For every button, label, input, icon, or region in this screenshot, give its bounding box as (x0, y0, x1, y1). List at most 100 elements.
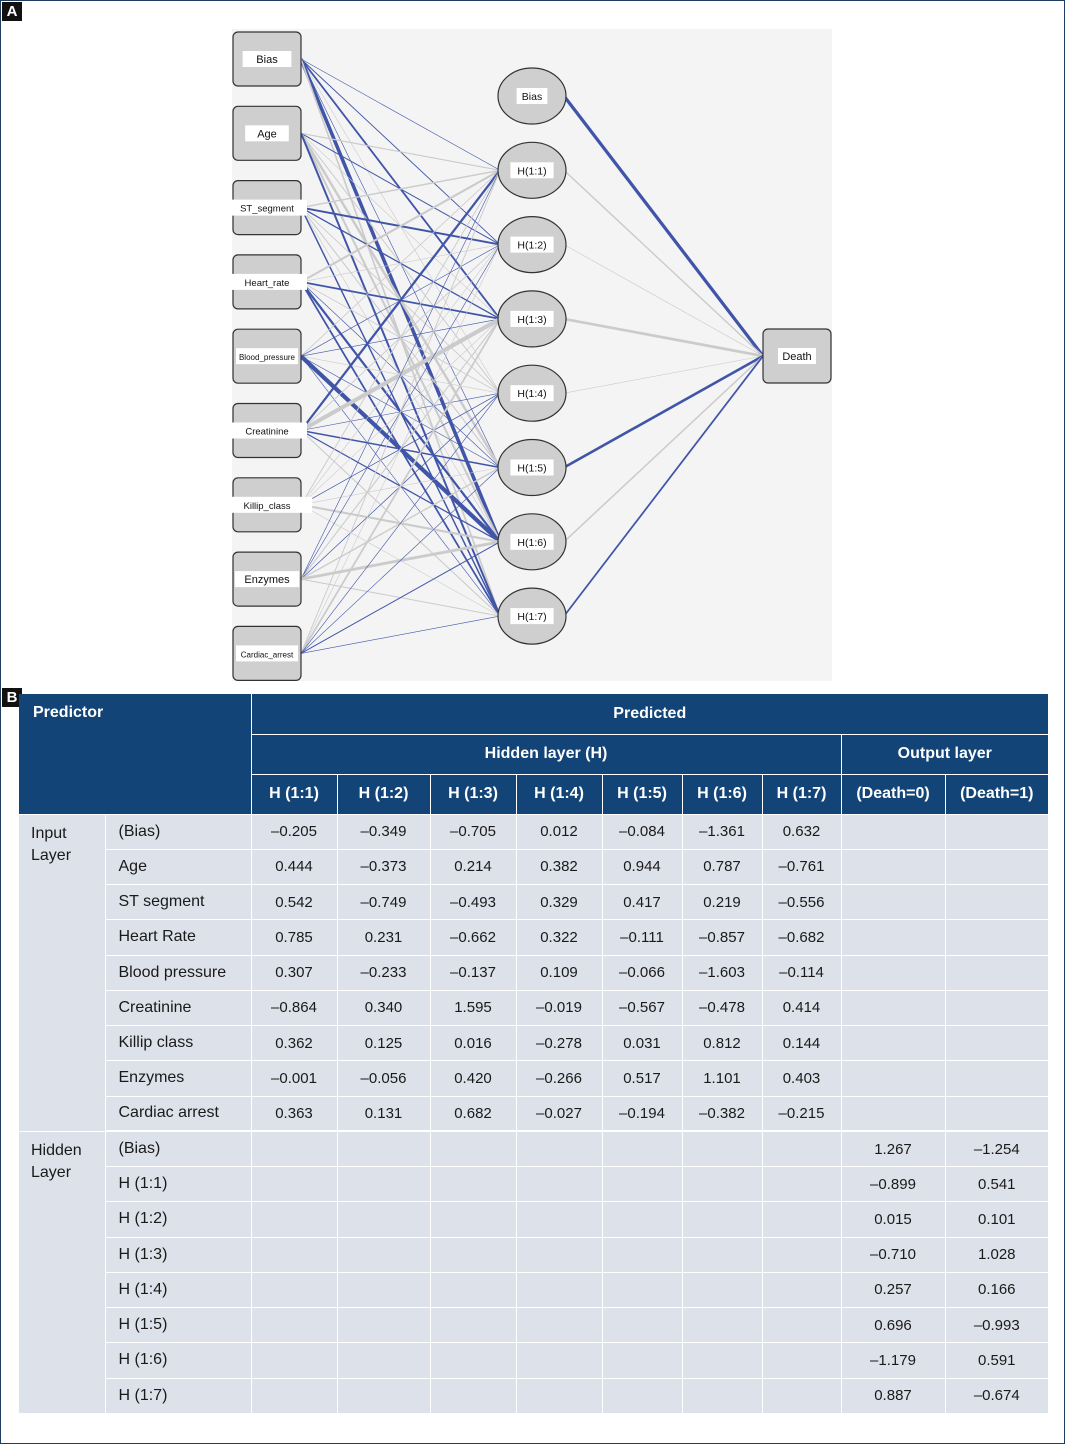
weight-cell: 0.166 (944, 1272, 1049, 1309)
row-label: ST segment (104, 884, 251, 921)
column-header: H (1:2) (336, 774, 430, 815)
input-node-label-bg (227, 199, 307, 216)
table-row: H (1:2) 0.015 0.101 (19, 1201, 1049, 1238)
hidden-node-label: H(1:3) (517, 314, 546, 326)
input-hidden-edge (300, 170, 501, 506)
weight-cell: –0.084 (601, 814, 682, 850)
column-header: H (1:6) (681, 774, 762, 815)
weight-cell: 0.322 (515, 919, 602, 956)
weight-cell (761, 1201, 841, 1238)
weight-cell (761, 1272, 841, 1309)
predicted-header: Predicted (250, 694, 1049, 735)
weight-cell (681, 1342, 762, 1379)
weight-cell (336, 1131, 430, 1168)
table-row: Creatinine –0.864 0.340 1.595 –0.019 –0.567 –0… (19, 990, 1049, 1027)
weight-cell (515, 1166, 602, 1203)
weight-cell (840, 955, 945, 991)
weight-cell (761, 1237, 841, 1273)
weight-cell: –1.361 (681, 814, 762, 850)
weight-cell: 0.109 (515, 955, 602, 991)
input-node-label: Age (257, 128, 277, 140)
weight-cell: –0.001 (250, 1060, 337, 1097)
column-header: H (1:3) (429, 774, 516, 815)
input-node-label-bg (221, 496, 313, 513)
weight-cell (761, 1378, 841, 1414)
row-label: Creatinine (104, 990, 251, 1027)
output-layer-header: Output layer (840, 734, 1049, 775)
weight-cell: –0.857 (681, 919, 762, 956)
input-hidden-edge (300, 58, 501, 171)
weight-cell (761, 1166, 841, 1203)
weight-cell (944, 955, 1049, 991)
weight-cell (840, 1025, 945, 1062)
weight-cell: 0.016 (429, 1025, 516, 1062)
weight-cell: –0.864 (250, 990, 337, 1027)
input-hidden-edge (300, 170, 501, 580)
weight-cell: –0.205 (250, 814, 337, 850)
weight-cell: 0.591 (944, 1342, 1049, 1379)
row-label: H (1:5) (104, 1307, 251, 1344)
input-node-label: Cardiac_arrest (241, 650, 294, 659)
weight-cell (250, 1272, 337, 1309)
weight-cell: 0.125 (336, 1025, 430, 1062)
output-node-label: Death (782, 351, 811, 363)
weight-cell (840, 849, 945, 886)
weight-cell (601, 1166, 682, 1203)
column-header: H (1:5) (601, 774, 682, 815)
input-hidden-edge (300, 170, 501, 654)
weight-cell: 0.632 (761, 814, 841, 850)
weight-cell: –0.373 (336, 849, 430, 886)
table-row: Heart Rate 0.785 0.231 –0.662 0.322 –0.111 –0.… (19, 919, 1049, 956)
input-hidden-edge (300, 169, 501, 209)
weight-cell: 0.787 (681, 849, 762, 886)
table-row: Enzymes –0.001 –0.056 0.420 –0.266 0.517 1.101… (19, 1060, 1049, 1097)
table-row: H (1:1) –0.899 0.541 (19, 1166, 1049, 1203)
input-hidden-edge (300, 132, 501, 171)
hidden-output-edge (563, 355, 764, 394)
weight-cell (840, 990, 945, 1027)
output-node-label-bg (778, 348, 816, 364)
weight-cell: –0.114 (761, 955, 841, 991)
weight-cell: 0.144 (761, 1025, 841, 1062)
weight-cell: 0.382 (515, 849, 602, 886)
weight-cell: 0.257 (840, 1272, 945, 1309)
weight-cell (429, 1272, 516, 1309)
weight-cell (601, 1307, 682, 1344)
column-header: H (1:4) (515, 774, 602, 815)
table-row: H (1:7) 0.887 –0.674 (19, 1378, 1049, 1414)
weight-cell (761, 1342, 841, 1379)
weight-cell: 1.595 (429, 990, 516, 1027)
weight-cell (944, 990, 1049, 1027)
weight-cell (601, 1342, 682, 1379)
hidden-output-edge (562, 95, 765, 357)
panel-a-label: A (2, 2, 22, 21)
table-row: H (1:3) –0.710 1.028 (19, 1237, 1049, 1273)
predictor-header: Predictor (19, 694, 251, 815)
hidden-output-edge (563, 355, 764, 543)
layer-group-label: Input Layer (19, 814, 105, 1132)
weight-cell: –0.993 (944, 1307, 1049, 1344)
row-label: Cardiac arrest (104, 1096, 251, 1133)
weight-cell: –0.682 (761, 919, 841, 956)
weight-cell: 1.028 (944, 1237, 1049, 1273)
weight-cell (515, 1201, 602, 1238)
weight-cell (601, 1131, 682, 1168)
weight-cell: 0.015 (840, 1201, 945, 1238)
table-row: Blood pressure 0.307 –0.233 –0.137 0.109 –0.0… (19, 955, 1049, 991)
weight-cell: 0.444 (250, 849, 337, 886)
weight-cell: 0.403 (761, 1060, 841, 1097)
synaptic-weights-table: Predictor Predicted Hidden layer (H) Out… (19, 694, 1049, 1414)
weight-cell (429, 1378, 516, 1414)
hidden-node-label: H(1:1) (517, 165, 546, 177)
weight-cell: 0.696 (840, 1307, 945, 1344)
input-hidden-edge (300, 467, 501, 654)
weight-cell (681, 1272, 762, 1309)
row-label: H (1:7) (104, 1378, 251, 1414)
hidden-node-label-bg (510, 385, 554, 402)
weight-cell: –1.179 (840, 1342, 945, 1379)
weight-cell (429, 1166, 516, 1203)
weight-cell: –0.349 (336, 814, 430, 850)
hidden-output-edge (563, 169, 764, 357)
table-row: ST segment 0.542 –0.749 –0.493 0.329 0.417 0.2… (19, 884, 1049, 921)
weight-cell (429, 1237, 516, 1273)
